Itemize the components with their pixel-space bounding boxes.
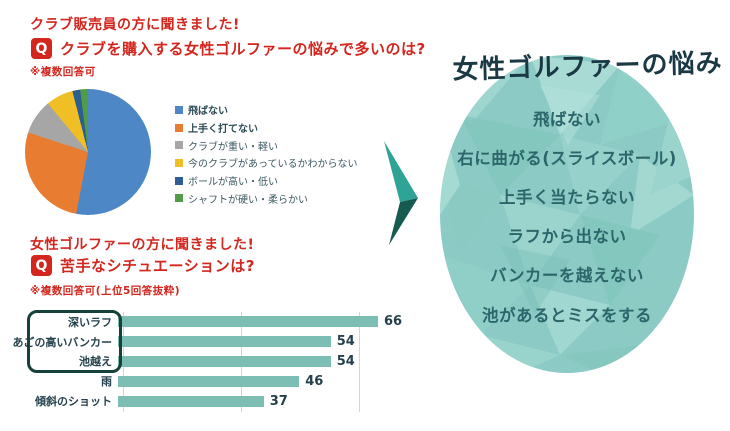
bar-value-label: 54 [336, 334, 355, 350]
bar-row: 池越え 54 [0, 352, 420, 372]
bar-fill [118, 316, 378, 328]
survey2-question: 苦手なシチュエーションは? [60, 257, 255, 275]
survey1-heading: クラブ販売員の方に聞きました! [30, 17, 240, 33]
bar-category-label: 雨 [101, 375, 112, 389]
legend-swatch-icon [175, 141, 183, 150]
bar-fill [118, 395, 264, 407]
q-badge-icon: Q [31, 255, 52, 276]
result-item: ラフから出ない [507, 227, 627, 247]
survey2-question-row: Q 苦手なシチュエーションは? [31, 255, 255, 276]
legend-item: クラブが重い・軽い [175, 136, 358, 154]
bar-fill [118, 375, 300, 387]
gridline [359, 312, 361, 412]
bar-row: あごの高いバンカー 54 [0, 332, 420, 352]
legend-swatch-icon [175, 194, 183, 203]
bar-category-label: あごの高いバンカー [12, 335, 112, 349]
bar-chart: 深いラフ 66 あごの高いバンカー 54 池越え 54 雨 46 傾斜のショット 37 [0, 312, 420, 412]
survey1-question-row: Q クラブを購入する女性ゴルファーの悩みで多いのは? [31, 38, 426, 59]
legend-label: 今のクラブがあっているかわからない [188, 159, 358, 171]
legend-label: 飛ばない [188, 106, 228, 118]
result-item: 上手く当たらない [499, 187, 635, 207]
bar-row: 傾斜のショット 37 [0, 391, 420, 411]
legend-swatch-icon [175, 123, 183, 132]
legend-item: シャフトが硬い・柔らかい [175, 189, 358, 207]
pie-chart [25, 89, 151, 215]
bar-value-label: 54 [336, 353, 355, 369]
result-item: 右に曲がる(スライスボール) [457, 148, 677, 168]
bar-category-label: 池越え [79, 355, 112, 369]
result-item: バンカーを越えない [490, 266, 644, 286]
legend-label: 上手く打てない [188, 124, 258, 136]
result-item: 飛ばない [533, 109, 601, 129]
legend-swatch-icon [175, 176, 183, 185]
legend-swatch-icon [175, 158, 183, 167]
bar-fill [118, 336, 331, 348]
bar-value-label: 46 [305, 373, 324, 389]
legend-label: シャフトが硬い・柔らかい [188, 194, 308, 206]
result-ellipse: 飛ばない右に曲がる(スライスボール) 上手く当たらない ラフから出ない バンカーを越え… [440, 55, 694, 373]
bar-value-label: 37 [269, 393, 288, 409]
legend-item: 上手く打てない [175, 119, 358, 137]
bar-row: 雨 46 [0, 371, 420, 391]
low-poly-texture [440, 55, 694, 373]
survey2-heading: 女性ゴルファーの方に聞きました! [30, 237, 255, 253]
bar-fill [118, 355, 331, 367]
legend-label: クラブが重い・軽い [188, 141, 278, 153]
q-badge-icon: Q [31, 38, 52, 59]
legend-item: 飛ばない [175, 101, 358, 119]
result-item: 池があるとミスをする [482, 305, 652, 325]
arrow-right-icon [384, 141, 418, 245]
pie-legend: 飛ばない上手く打てないクラブが重い・軽い今のクラブがあっているかわからない ボール… [175, 101, 358, 207]
bar-value-label: 66 [384, 314, 403, 330]
legend-swatch-icon [175, 105, 183, 114]
legend-label: ボールが高い・低い [188, 177, 278, 189]
bar-category-label: 深いラフ [68, 315, 112, 329]
result-item-list: 飛ばない右に曲がる(スライスボール) 上手く当たらない ラフから出ない バンカーを越え… [440, 98, 694, 333]
bar-row: 深いラフ 66 [0, 312, 420, 332]
legend-item: 今のクラブがあっているかわからない [175, 154, 358, 172]
survey1-note: ※複数回答可 [30, 66, 96, 78]
result-title: 女性ゴルファーの悩み [452, 48, 723, 86]
survey2-note: ※複数回答可(上位5回答抜粋) [30, 285, 181, 297]
survey1-question: クラブを購入する女性ゴルファーの悩みで多いのは? [60, 40, 426, 58]
bar-category-label: 傾斜のショット [35, 395, 112, 409]
bar-chart-rows: 深いラフ 66 あごの高いバンカー 54 池越え 54 雨 46 傾斜のショット 37 [0, 312, 420, 412]
legend-item: ボールが高い・低い [175, 172, 358, 190]
